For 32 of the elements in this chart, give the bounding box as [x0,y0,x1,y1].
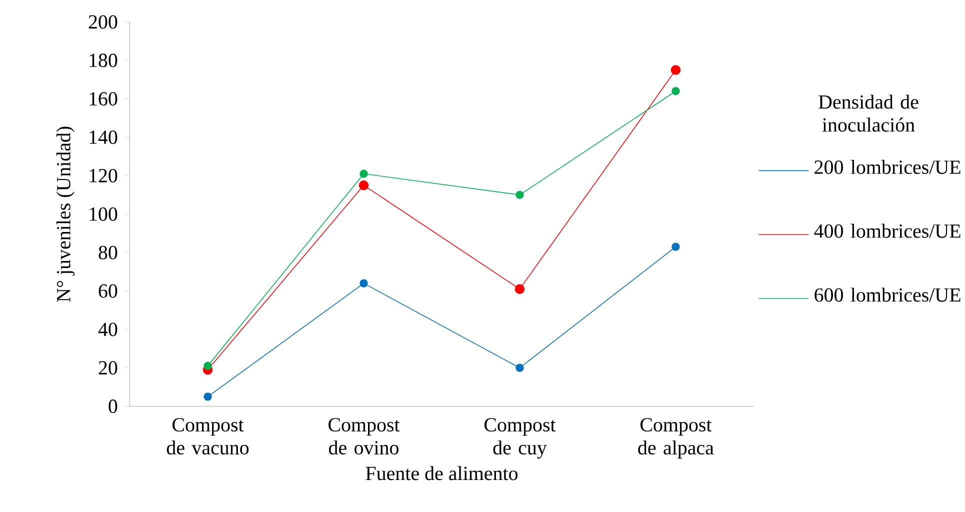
y-tick-label: 180 [90,54,118,68]
y-tick-label: 160 [90,92,118,106]
point [672,242,680,251]
point [672,87,680,96]
legend-label: 200 lombrices/UE [814,160,960,174]
x-tick-label: Compost de ovino [328,418,400,454]
point [670,65,681,75]
point [204,362,212,370]
x-tick-label: Compost de cuy [484,418,556,459]
point [516,190,524,199]
y-axis-title: N° juveniles (Unidad) [56,126,74,302]
y-tick-label: 120 [90,168,118,182]
y-tick-label: 60 [98,284,118,298]
y-tick-label: 100 [90,207,118,221]
x-tick-label: Compost de alpaca [638,418,714,459]
legend-title: Densidad de inoculación [818,94,918,132]
x-tick-label: Compost de vacuno [166,418,249,454]
x-axis-title: Fuente de alimento [366,466,518,480]
y-tick-label: 200 [88,15,118,29]
legend-label: 600 lombrices/UE [814,288,960,302]
point [516,364,524,372]
y-tick-label: 40 [98,322,118,336]
y-tick-label: 80 [98,246,118,260]
point [360,170,368,178]
legend-label: 400 lombrices/UE [814,224,960,238]
y-tick-label: 140 [90,130,118,144]
point [358,180,369,190]
point [204,392,212,401]
y-tick-label: 20 [98,361,118,375]
y-tick-label: 0 [108,400,118,413]
point [514,284,525,294]
point [360,279,368,288]
